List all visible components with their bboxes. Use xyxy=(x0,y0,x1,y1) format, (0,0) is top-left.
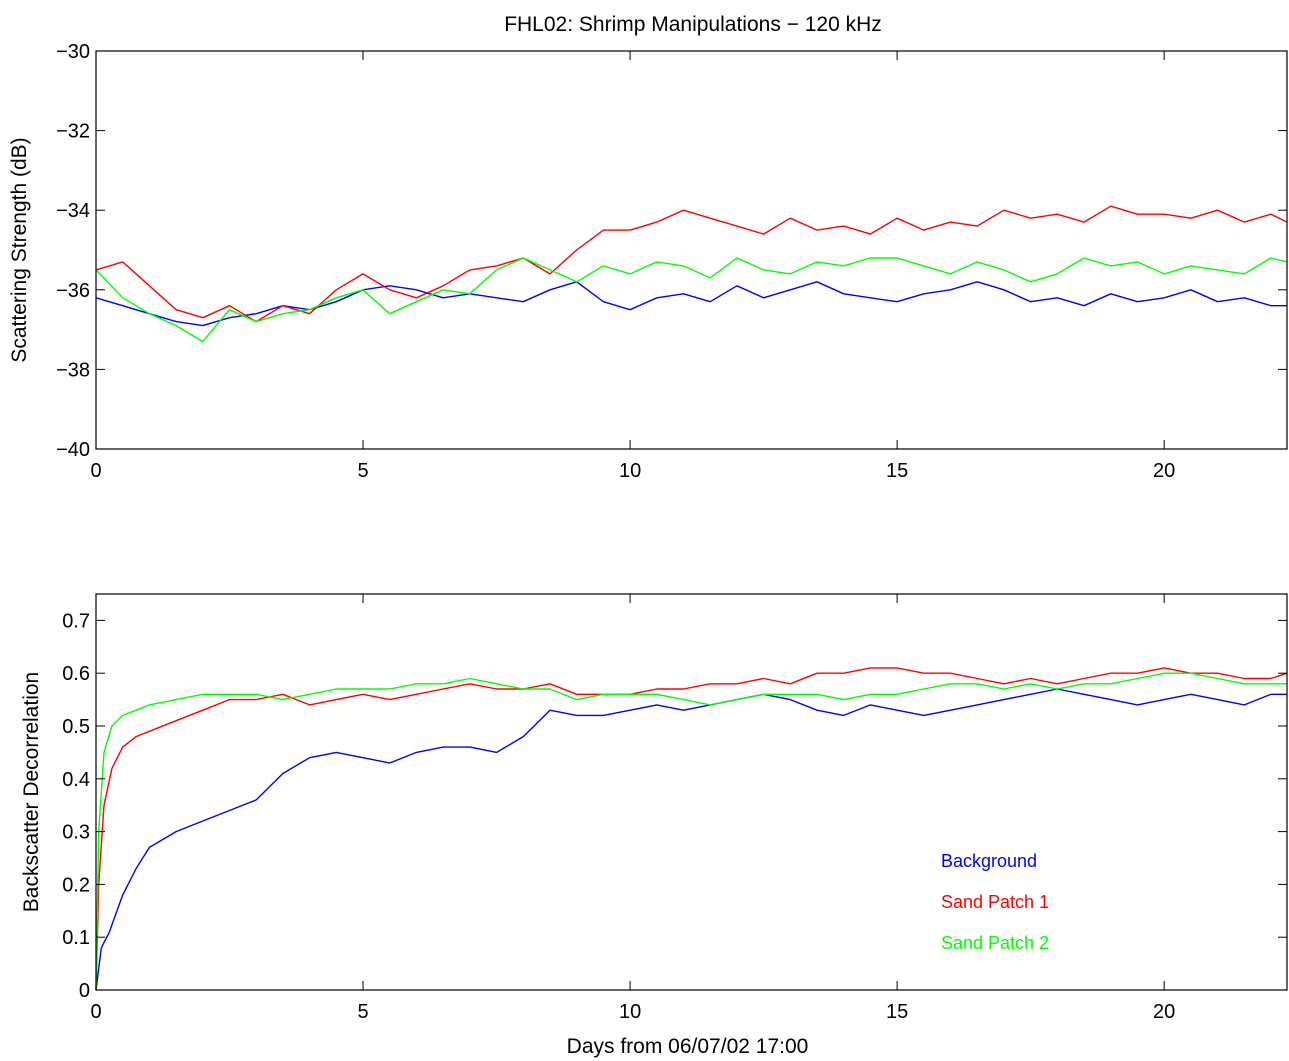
series-line-background xyxy=(95,688,1287,991)
y-tick-label: −38 xyxy=(56,359,90,381)
x-tick-label: 15 xyxy=(886,1001,908,1023)
x-tick-label: 20 xyxy=(1153,1001,1175,1023)
chart-title: FHL02: Shrimp Manipulations − 120 kHz xyxy=(504,13,882,36)
x-tick-label: 20 xyxy=(1153,460,1175,482)
y-tick-label: 0.5 xyxy=(62,716,90,738)
x-axis-label: Days from 06/07/02 17:00 xyxy=(567,1035,809,1058)
legend-entry-background: Background xyxy=(941,851,1037,871)
series-line-background xyxy=(95,281,1287,327)
x-tick-label: 5 xyxy=(357,1001,368,1023)
y-tick-label: −30 xyxy=(56,41,90,63)
x-tick-label: 0 xyxy=(90,460,101,482)
x-tick-label: 10 xyxy=(619,1001,641,1023)
series-line-sand-patch-2 xyxy=(95,672,1287,991)
plot-frame xyxy=(95,593,1288,991)
plot-frame xyxy=(95,50,1288,450)
y-tick-label: 0.7 xyxy=(62,610,90,632)
legend: Background Sand Patch 1 Sand Patch 2 xyxy=(941,851,1049,953)
y-tick-label: 0.4 xyxy=(62,769,90,791)
series-line-sand-patch-1 xyxy=(95,205,1288,323)
x-tick-label: 15 xyxy=(886,460,908,482)
y-tick-label: 0.3 xyxy=(62,822,90,844)
x-tick-label: 10 xyxy=(619,460,641,482)
x-tick-label: 0 xyxy=(90,1001,101,1023)
x-tick-label: 5 xyxy=(357,460,368,482)
scattering-strength-panel: 0 5 10 15 20 −40 −38 −36 −34 −32 −30 Scattering Str… xyxy=(8,41,1288,482)
y-axis-label: Backscatter Decorrelation xyxy=(20,672,43,912)
y-tick-label: −32 xyxy=(56,121,90,143)
y-tick-label: −36 xyxy=(56,280,90,302)
backscatter-decorrelation-panel: 0 5 10 15 20 0 0.1 0.2 0.3 0.4 0.5 0.6 0.7 Backscatte… xyxy=(20,593,1288,1058)
y-tick-label: 0.6 xyxy=(62,663,90,685)
series-line-sand-patch-2 xyxy=(95,257,1288,343)
legend-entry-sand-patch-1: Sand Patch 1 xyxy=(941,892,1049,912)
legend-entry-sand-patch-2: Sand Patch 2 xyxy=(941,933,1049,953)
y-tick-label: 0.2 xyxy=(62,874,90,896)
y-tick-label: 0 xyxy=(79,980,90,1002)
y-axis-label: Scattering Strength (dB) xyxy=(8,137,31,362)
y-tick-label: −40 xyxy=(56,439,90,461)
y-tick-label: −34 xyxy=(56,200,90,222)
series-line-sand-patch-1 xyxy=(95,667,1288,991)
y-tick-label: 0.1 xyxy=(62,927,90,949)
